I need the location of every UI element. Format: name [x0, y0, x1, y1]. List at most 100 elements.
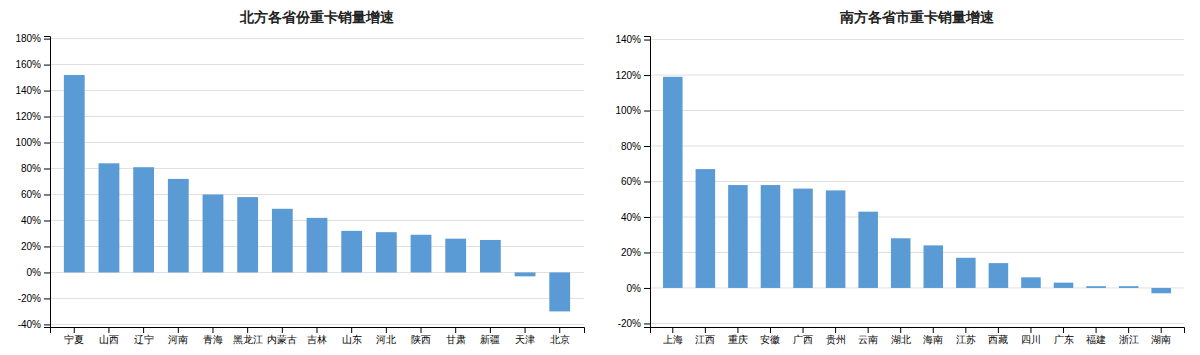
x-axis: 上海江西重庆安徽广西贵州云南湖北海南江苏西藏四川广东福建浙江湖南 [651, 327, 1185, 345]
x-tick-mark [998, 327, 999, 333]
x-tick: 辽宁 [134, 327, 154, 345]
x-tick-mark [455, 327, 456, 333]
x-tick-label: 西藏 [988, 334, 1008, 345]
y-tick-mark [44, 117, 50, 118]
y-tick: 140% [15, 85, 50, 96]
x-tick: 天津 [515, 327, 535, 345]
bar [480, 240, 501, 272]
grid-line [50, 64, 584, 65]
x-tick-label: 江西 [695, 334, 715, 345]
bar [826, 190, 846, 288]
y-tick-label: 80% [21, 163, 41, 174]
y-tick-mark [44, 194, 50, 195]
y-tick-mark [644, 146, 650, 147]
y-tick-label: 0% [627, 283, 642, 294]
x-tick-label: 河南 [168, 334, 188, 345]
x-tick: 上海 [663, 327, 683, 345]
bar [793, 189, 813, 288]
bar [1021, 277, 1041, 288]
grid-line [50, 298, 584, 299]
bar [411, 235, 432, 273]
bar [341, 231, 362, 273]
bar [1151, 288, 1171, 293]
y-tick-label: 60% [621, 176, 641, 187]
x-tick: 江苏 [956, 327, 976, 345]
x-tick-label: 广东 [1054, 334, 1074, 345]
x-tick-mark [212, 327, 213, 333]
y-axis: -40%-20%0%20%40%60%80%100%120%140%160%18… [15, 33, 50, 330]
x-tick-mark [1063, 327, 1064, 333]
x-tick: 云南 [858, 327, 878, 345]
x-tick: 河南 [168, 327, 188, 345]
x-tick: 湖北 [891, 327, 911, 345]
y-tick-mark [644, 217, 650, 218]
x-tick: 青海 [203, 327, 223, 345]
x-tick-mark [1030, 327, 1031, 333]
x-tick: 江西 [695, 327, 715, 345]
y-tick-label: 60% [21, 189, 41, 200]
y-tick-mark [644, 252, 650, 253]
grid-line [650, 146, 1184, 147]
chart-title: 北方各省份重卡销量增速 [239, 9, 395, 25]
y-tick: -40% [18, 319, 50, 330]
x-tick: 山东 [342, 327, 362, 345]
y-tick: -20% [618, 318, 650, 329]
x-tick: 贵州 [826, 327, 846, 345]
y-tick-mark [644, 288, 650, 289]
grid-line [50, 168, 584, 169]
x-tick-mark [490, 327, 491, 333]
x-tick: 重庆 [728, 327, 748, 345]
x-tick: 内蒙古 [267, 327, 297, 345]
y-tick-mark [44, 169, 50, 170]
y-tick: 140% [615, 34, 650, 45]
x-tick-mark [351, 327, 352, 333]
x-axis-line [651, 328, 1185, 334]
grid-line [50, 194, 584, 195]
panel: -20%0%20%40%60%80%100%120%140%上海江西重庆安徽广西… [615, 9, 1184, 345]
x-tick: 西藏 [988, 327, 1008, 345]
y-tick-mark [44, 220, 50, 221]
x-tick-mark [770, 327, 771, 333]
x-tick-label: 宁夏 [64, 334, 84, 345]
x-tick: 广西 [793, 327, 813, 345]
bar [858, 212, 878, 288]
bar [237, 197, 258, 272]
x-tick-mark [247, 327, 248, 333]
y-tick-mark [44, 91, 50, 92]
y-tick-label: 40% [21, 215, 41, 226]
x-tick: 山西 [99, 327, 119, 345]
bar [515, 272, 536, 276]
y-tick-mark [644, 111, 650, 112]
y-tick: 0% [27, 267, 50, 278]
x-tick-mark [835, 327, 836, 333]
y-tick-label: 20% [621, 247, 641, 258]
chart-canvas: -40%-20%0%20%40%60%80%100%120%140%160%18… [0, 0, 1200, 355]
y-tick-label: 120% [615, 70, 641, 81]
x-tick: 宁夏 [64, 327, 84, 345]
y-tick: 0% [627, 283, 650, 294]
x-tick-label: 广西 [793, 334, 813, 345]
x-tick: 甘肃 [446, 327, 466, 345]
bar [272, 209, 293, 273]
y-tick-label: 140% [15, 85, 41, 96]
grid-line [50, 90, 584, 91]
x-tick: 海南 [923, 327, 943, 345]
x-tick: 浙江 [1119, 327, 1139, 345]
x-tick-label: 福建 [1086, 334, 1106, 345]
y-axis-line [44, 37, 51, 328]
panel: -40%-20%0%20%40%60%80%100%120%140%160%18… [15, 9, 584, 345]
x-tick-mark [705, 327, 706, 333]
y-tick-mark [644, 75, 650, 76]
x-tick: 四川 [1021, 327, 1041, 345]
bar [728, 185, 748, 288]
x-tick-label: 安徽 [760, 334, 780, 345]
y-tick-mark [644, 323, 650, 324]
x-tick-label: 新疆 [480, 334, 500, 345]
x-tick-label: 黑龙江 [233, 334, 263, 345]
bar [376, 232, 397, 272]
grid [50, 39, 584, 325]
bar [1086, 286, 1106, 288]
grid-line [650, 181, 1184, 182]
x-tick-label: 山东 [342, 334, 362, 345]
y-tick-mark [44, 324, 50, 325]
